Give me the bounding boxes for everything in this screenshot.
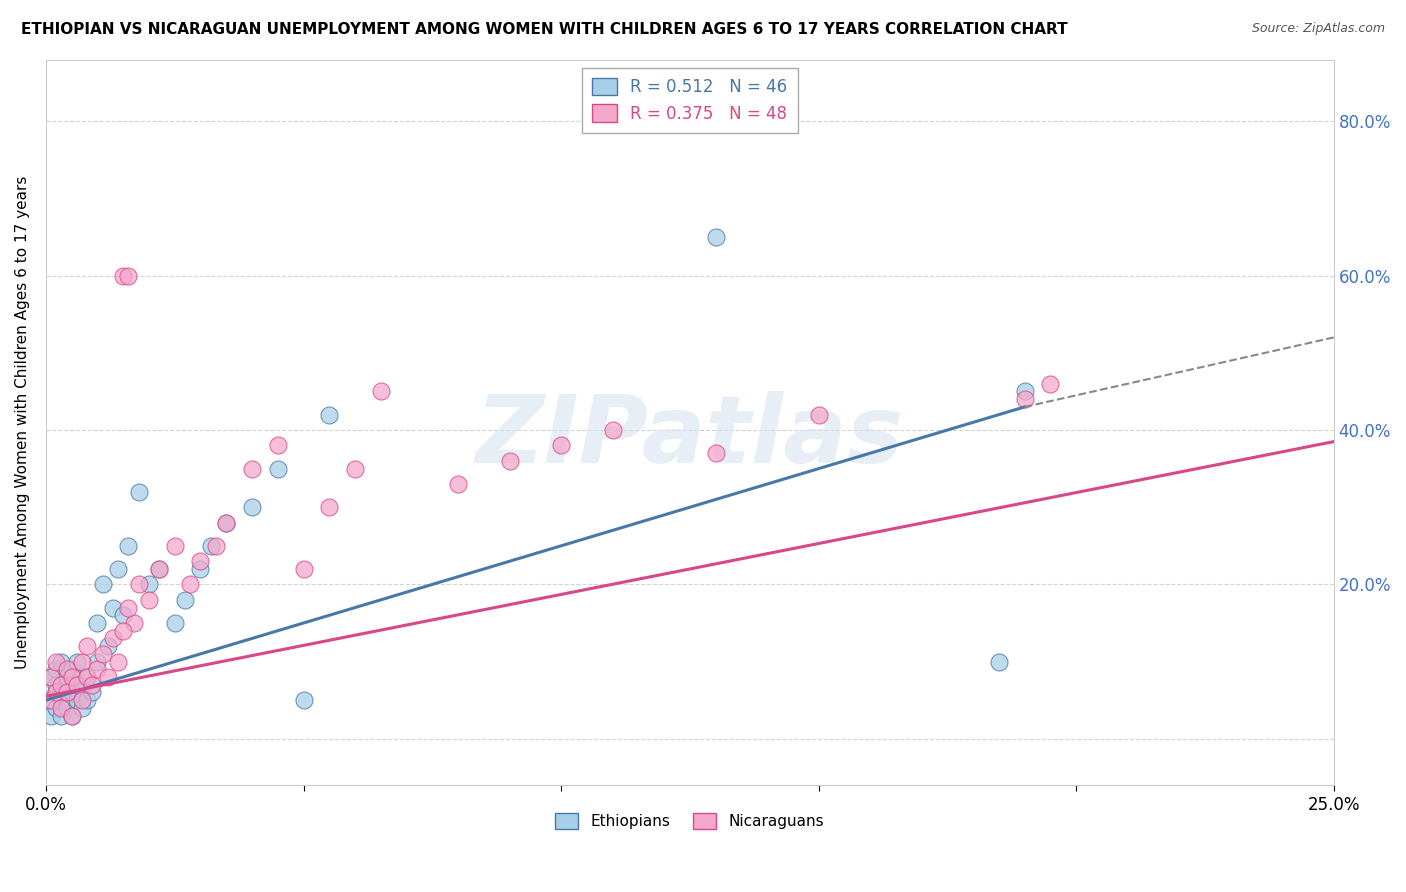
Point [39, 693, 62, 707]
Point [86, 662, 108, 676]
Point [70, 693, 93, 707]
Point [179, 577, 201, 591]
Point [215, 516, 238, 530]
Point [55, 678, 77, 692]
Point [55, 701, 77, 715]
Point [987, 655, 1010, 669]
Point [101, 600, 124, 615]
Point [60, 685, 83, 699]
Point [60, 708, 83, 723]
Point [550, 438, 572, 452]
Point [1014, 384, 1036, 399]
Point [343, 461, 366, 475]
Point [292, 693, 315, 707]
Point [1014, 392, 1036, 407]
Point [45, 678, 67, 692]
Point [148, 562, 170, 576]
Point [117, 600, 139, 615]
Point [704, 446, 727, 460]
Point [602, 423, 624, 437]
Point [39, 693, 62, 707]
Point [174, 592, 197, 607]
Point [807, 408, 830, 422]
Point [117, 539, 139, 553]
Point [704, 230, 727, 244]
Point [148, 562, 170, 576]
Point [82, 678, 104, 692]
Point [39, 670, 62, 684]
Point [240, 500, 263, 515]
Point [112, 268, 135, 283]
Point [55, 670, 77, 684]
Point [86, 655, 108, 669]
Point [138, 577, 160, 591]
Point [240, 461, 263, 475]
Point [215, 516, 238, 530]
Point [128, 484, 150, 499]
Point [82, 685, 104, 699]
Point [163, 615, 186, 630]
Point [76, 670, 98, 684]
Point [128, 577, 150, 591]
Point [55, 685, 77, 699]
Point [91, 577, 114, 591]
Point [112, 624, 135, 638]
Point [76, 693, 98, 707]
Point [86, 615, 108, 630]
Point [66, 655, 89, 669]
Text: ETHIOPIAN VS NICARAGUAN UNEMPLOYMENT AMONG WOMEN WITH CHILDREN AGES 6 TO 17 YEAR: ETHIOPIAN VS NICARAGUAN UNEMPLOYMENT AMO… [21, 22, 1067, 37]
Point [370, 384, 392, 399]
Point [447, 477, 470, 491]
Point [60, 708, 83, 723]
Point [66, 693, 89, 707]
Point [1039, 376, 1062, 391]
Point [45, 701, 67, 715]
Point [318, 408, 340, 422]
Point [107, 655, 129, 669]
Point [60, 662, 83, 676]
Point [91, 647, 114, 661]
Point [51, 701, 73, 715]
Point [292, 562, 315, 576]
Point [51, 693, 73, 707]
Point [190, 562, 212, 576]
Point [163, 539, 186, 553]
Point [55, 662, 77, 676]
Text: Source: ZipAtlas.com: Source: ZipAtlas.com [1251, 22, 1385, 36]
Point [498, 454, 520, 468]
Point [45, 685, 67, 699]
Point [60, 670, 83, 684]
Point [101, 632, 124, 646]
Point [318, 500, 340, 515]
Point [51, 678, 73, 692]
Point [112, 608, 135, 623]
Point [76, 670, 98, 684]
Point [39, 670, 62, 684]
Point [45, 662, 67, 676]
Point [45, 655, 67, 669]
Point [97, 670, 120, 684]
Point [267, 461, 290, 475]
Point [117, 268, 139, 283]
Point [66, 678, 89, 692]
Point [138, 592, 160, 607]
Point [51, 655, 73, 669]
Point [70, 701, 93, 715]
Point [205, 539, 228, 553]
Y-axis label: Unemployment Among Women with Children Ages 6 to 17 years: Unemployment Among Women with Children A… [15, 176, 30, 669]
Point [107, 562, 129, 576]
Legend: Ethiopians, Nicaraguans: Ethiopians, Nicaraguans [550, 807, 831, 836]
Point [200, 539, 222, 553]
Point [70, 678, 93, 692]
Point [51, 708, 73, 723]
Point [39, 708, 62, 723]
Point [190, 554, 212, 568]
Point [122, 615, 145, 630]
Text: ZIPatlas: ZIPatlas [475, 391, 904, 483]
Point [45, 685, 67, 699]
Point [97, 639, 120, 653]
Point [76, 639, 98, 653]
Point [267, 438, 290, 452]
Point [70, 655, 93, 669]
